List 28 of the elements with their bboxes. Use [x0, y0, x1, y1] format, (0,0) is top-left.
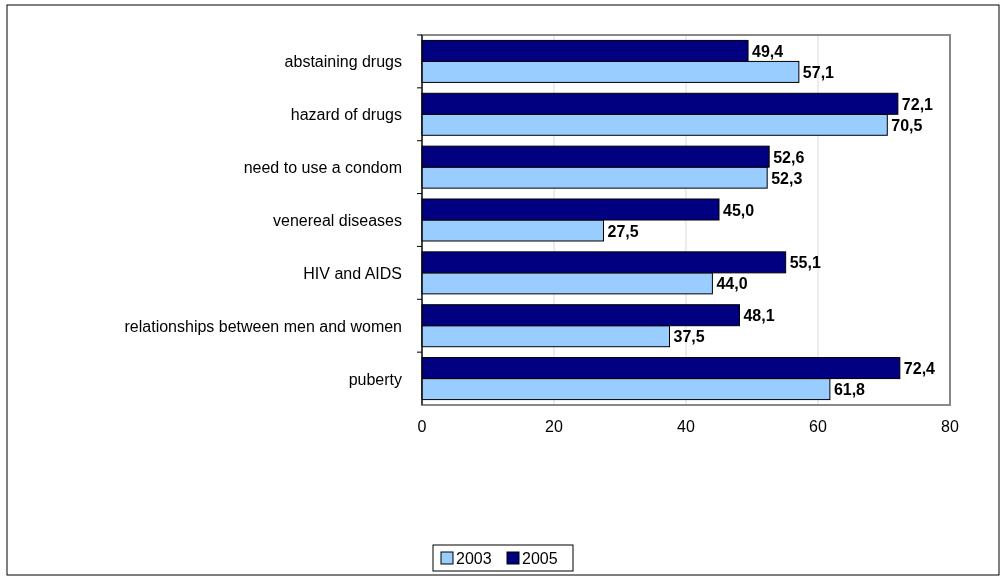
- x-tick-label: 80: [941, 418, 959, 435]
- x-tick-label: 60: [809, 418, 827, 435]
- legend-label: 2003: [456, 550, 492, 567]
- data-label: 55,1: [789, 254, 821, 272]
- x-tick-label: 40: [677, 418, 695, 435]
- y-tick-label: HIV and AIDS: [303, 264, 402, 282]
- y-tick-label: need to use a condom: [243, 159, 402, 177]
- x-tick-label: 0: [417, 418, 427, 435]
- data-label: 72,4: [903, 360, 936, 378]
- data-label: 52,6: [773, 148, 805, 166]
- y-tick-label: relationships between men and women: [124, 317, 402, 335]
- data-label: 37,5: [673, 328, 705, 346]
- data-label: 45,0: [723, 201, 755, 219]
- y-tick-label: abstaining drugs: [284, 53, 402, 71]
- y-tick-label: puberty: [348, 370, 402, 388]
- data-label: 44,0: [716, 275, 748, 293]
- data-label: 49,4: [752, 42, 784, 60]
- data-label: 57,1: [802, 63, 835, 81]
- y-tick-label: venereal diseases: [273, 212, 402, 229]
- data-label: 61,8: [833, 381, 866, 399]
- legend-label: 2005: [522, 550, 558, 567]
- data-label: 52,3: [771, 169, 803, 187]
- data-label: 72,1: [901, 95, 934, 113]
- data-label: 70,5: [891, 116, 923, 134]
- y-tick-label: hazard of drugs: [290, 106, 402, 124]
- x-tick-label: 20: [545, 418, 563, 435]
- data-label: 27,5: [607, 222, 639, 240]
- data-label: 48,1: [743, 307, 775, 325]
